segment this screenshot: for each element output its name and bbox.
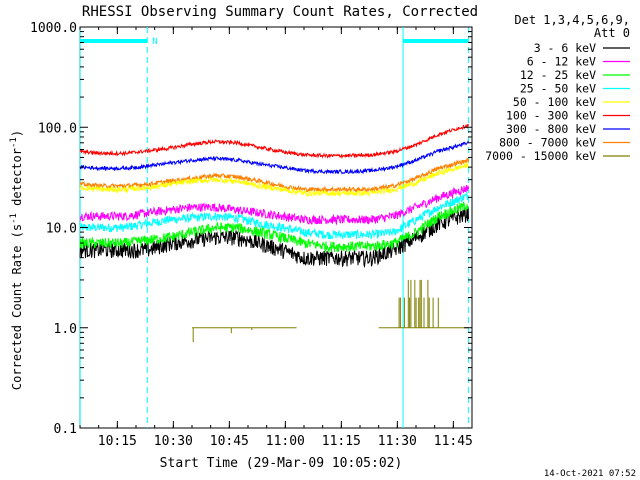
series-line-4 (79, 161, 469, 198)
x-axis-label: Start Time (29-Mar-09 10:05:02) (160, 456, 403, 471)
x-axis-ticks: 10:15 10:30 10:45 11:00 11:15 11:30 11:45 (79, 27, 473, 449)
legend-label-3: 25 - 50 keV (520, 82, 596, 96)
y-axis-ticks: 1000.0 100.0 10.0 1.0 0.1 (30, 21, 472, 437)
legend-header-line-2: Att 0 (594, 26, 630, 40)
series-line-5 (79, 124, 469, 159)
series-line-3 (79, 191, 469, 240)
y-axis-label-mid: detector (10, 148, 24, 213)
x-tick-label-0: 10:15 (98, 434, 137, 449)
series-line-8 (192, 279, 469, 343)
legend-label-1: 6 - 12 keV (527, 55, 596, 69)
y-axis-label-main: Corrected Count Rate (s (10, 224, 24, 390)
x-tick-label-1: 10:30 (154, 434, 193, 449)
plot-area: N (79, 26, 473, 429)
series-line-0 (79, 206, 469, 269)
y-axis-label: Corrected Count Rate (s-1 detector-1) (9, 130, 24, 390)
legend-label-8: 7000 - 15000 keV (485, 149, 596, 163)
legend-label-4: 50 - 100 keV (513, 95, 596, 109)
legend-label-0: 3 - 6 keV (534, 41, 596, 55)
legend-label-2: 12 - 25 keV (520, 68, 596, 82)
y-tick-label-3: 1.0 (54, 322, 77, 337)
series-line-1 (79, 185, 469, 226)
legend-header-line-1: Det 1,3,4,5,6,9, (514, 13, 630, 27)
legend-label-5: 100 - 300 keV (506, 109, 596, 123)
x-tick-label-4: 11:15 (322, 434, 361, 449)
x-tick-label-6: 11:45 (434, 434, 473, 449)
legend-label-6: 300 - 800 keV (506, 122, 596, 136)
legend-label-7: 800 - 7000 keV (499, 136, 596, 150)
y-axis-label-sup-2: -1 (9, 137, 19, 148)
x-tick-label-2: 10:45 (210, 434, 249, 449)
y-tick-label-0: 1000.0 (30, 21, 77, 36)
y-axis-label-sup-1: -1 (9, 213, 19, 224)
series-line-6 (79, 140, 469, 175)
y-tick-label-4: 0.1 (54, 422, 77, 437)
series-line-7 (79, 157, 469, 194)
timestamp: 14-Oct-2021 07:52 (544, 469, 636, 479)
x-tick-label-3: 11:00 (266, 434, 305, 449)
y-axis-label-end: ) (10, 130, 24, 137)
y-tick-label-1: 100.0 (38, 121, 77, 136)
y-tick-label-2: 10.0 (46, 222, 77, 237)
saa-label: N (152, 37, 157, 47)
chart-title: RHESSI Observing Summary Count Rates, Co… (82, 4, 478, 20)
x-tick-label-5: 11:30 (378, 434, 417, 449)
series-line-2 (79, 201, 469, 254)
